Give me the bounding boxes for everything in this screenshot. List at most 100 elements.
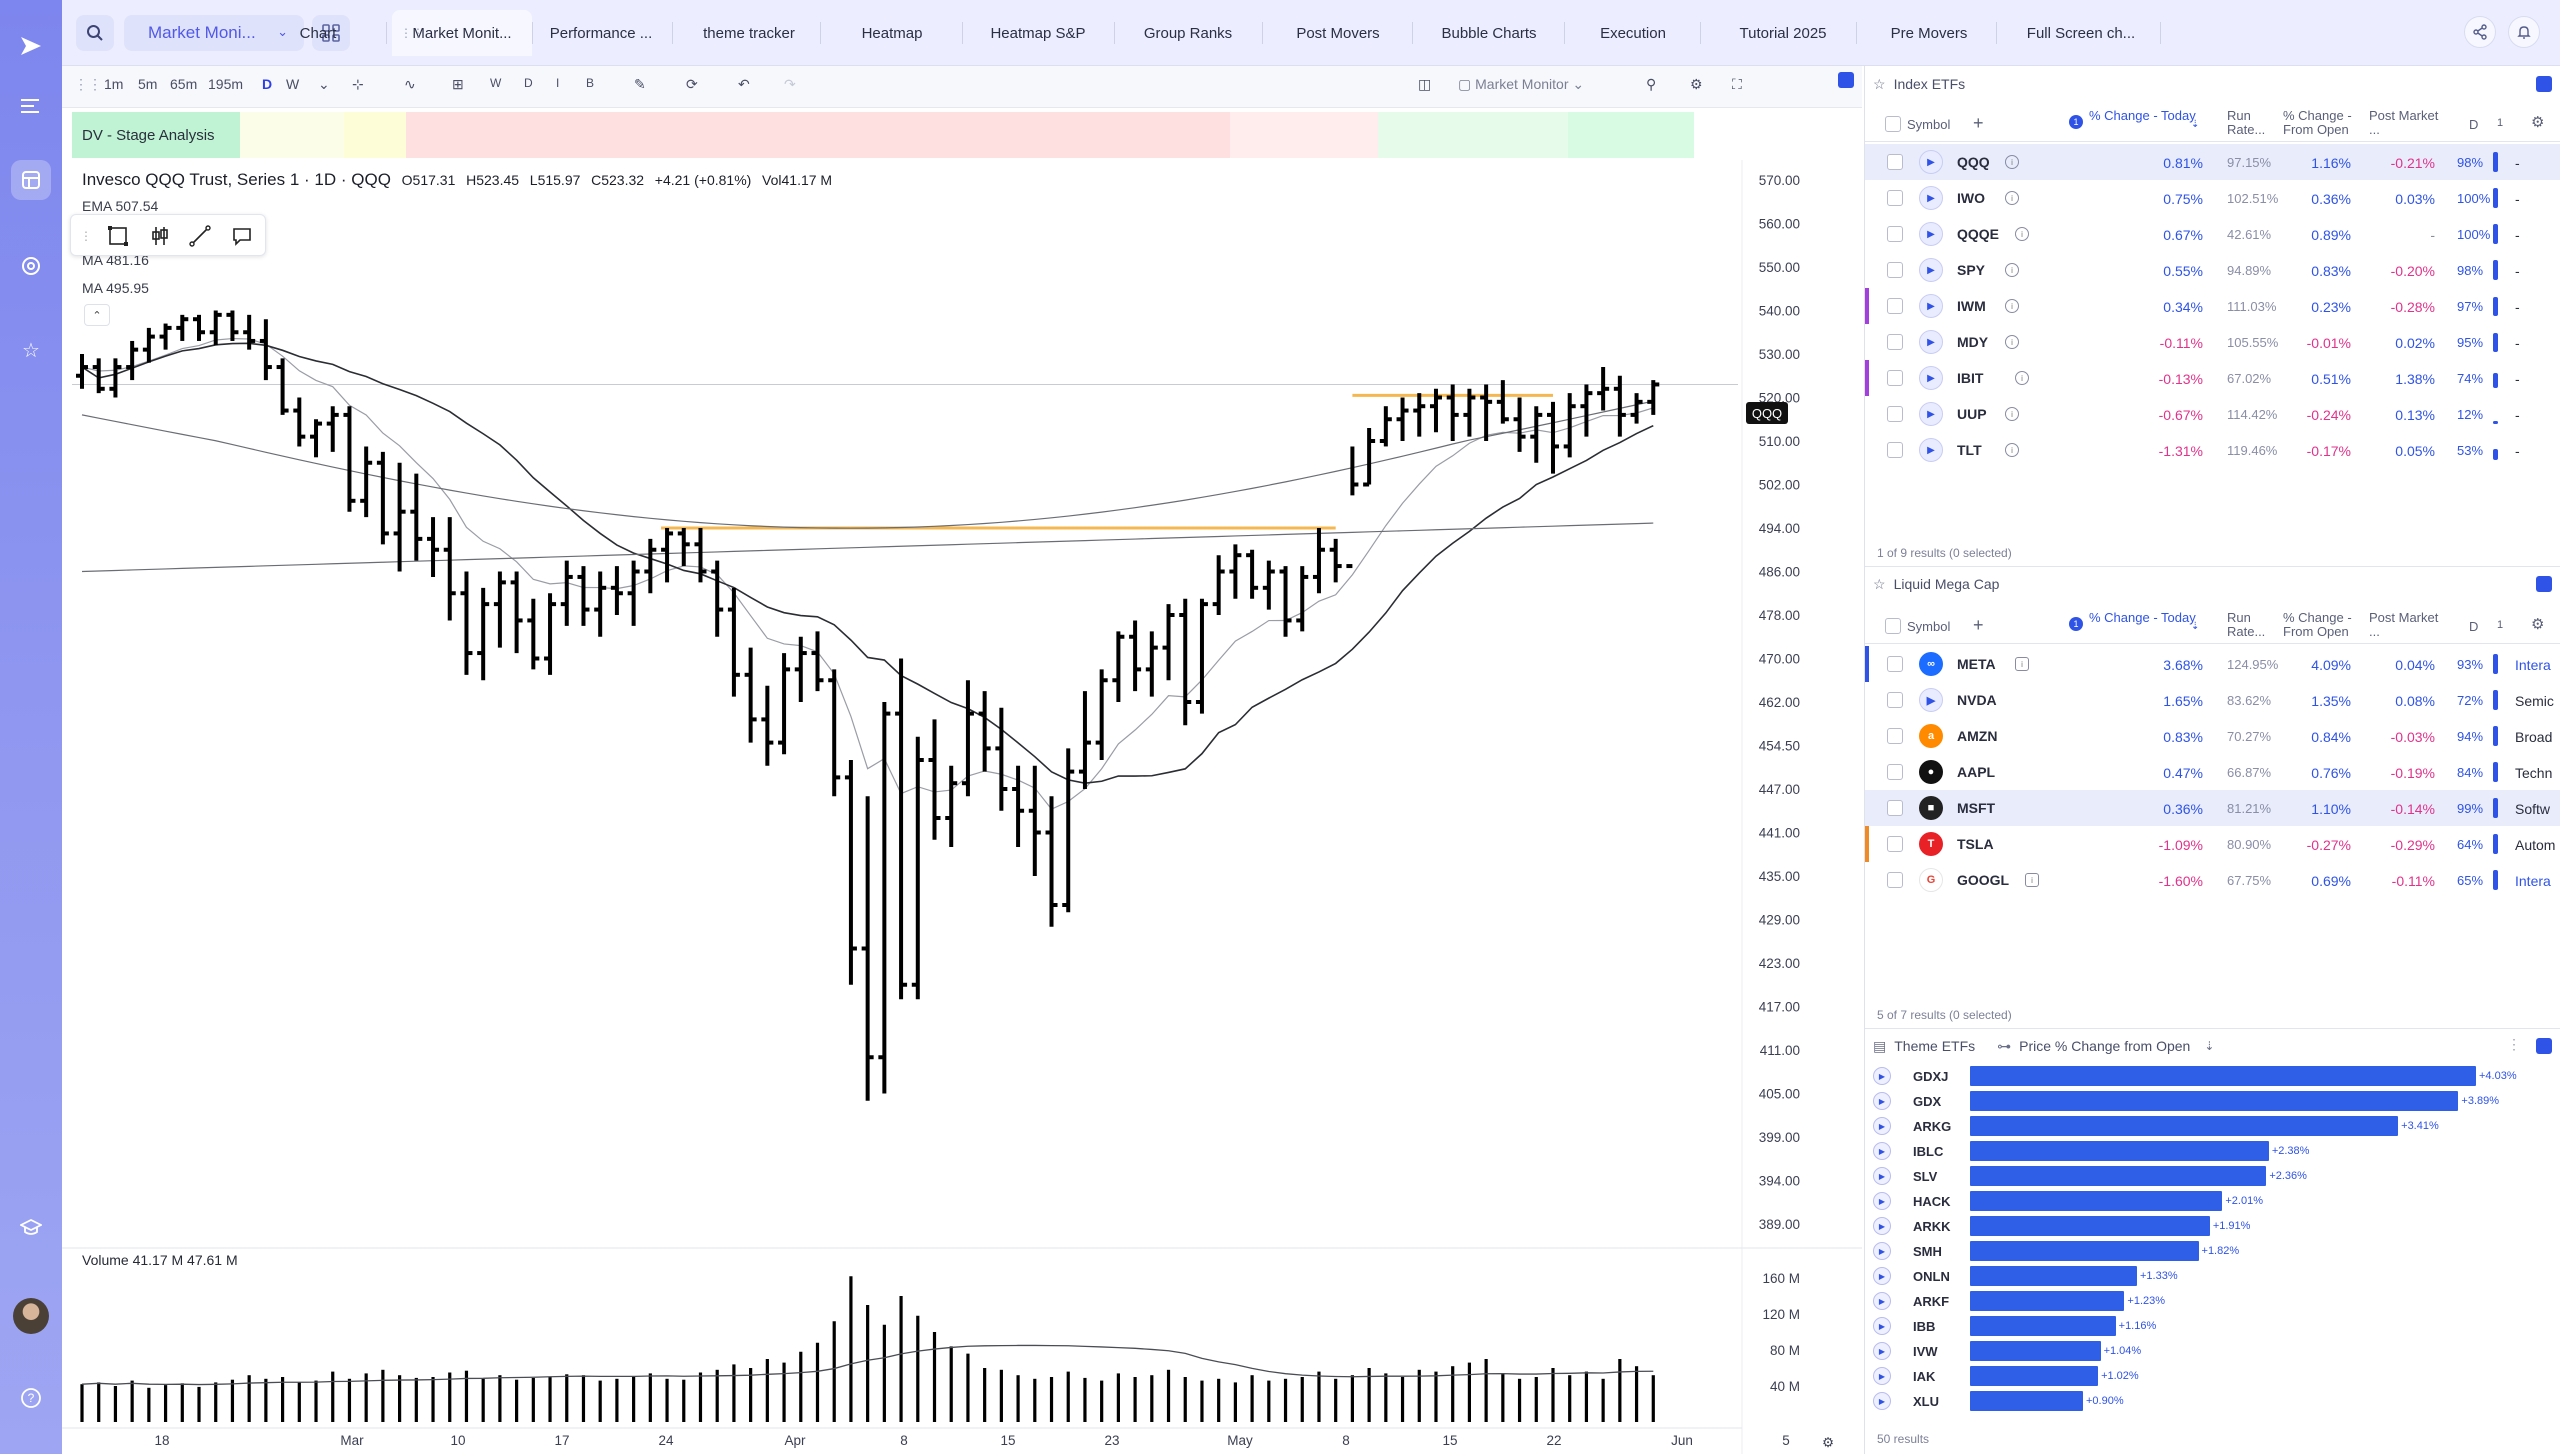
add-symbol-icon[interactable]: + — [1973, 615, 1984, 635]
alert-icon[interactable]: ⚲ — [1646, 76, 1657, 92]
tab-9[interactable]: Bubble Charts — [1414, 10, 1564, 56]
col-run-rate[interactable]: Run Rate... — [2227, 610, 2266, 639]
table-row[interactable]: ● AAPL 0.47% 66.87% 0.76% -0.19% 84% Techn — [1865, 754, 2560, 790]
row-checkbox[interactable] — [1887, 836, 1903, 852]
bell-icon[interactable] — [2508, 16, 2540, 48]
symbol[interactable]: MDY — [1957, 334, 1989, 350]
col-change-today[interactable]: % Change - Today — [2089, 610, 2196, 625]
theme-symbol[interactable]: SMH — [1913, 1244, 1942, 1259]
theme-symbol[interactable]: ARKK — [1913, 1219, 1951, 1234]
table-row[interactable]: ▶ QQQE i 0.67% 42.61% 0.89% - 100% - — [1865, 216, 2560, 252]
theme-symbol[interactable]: IVW — [1913, 1344, 1938, 1359]
scanner-icon[interactable] — [11, 246, 51, 286]
tab-4[interactable]: theme tracker — [678, 10, 820, 56]
row-checkbox[interactable] — [1887, 656, 1903, 672]
col-post-market[interactable]: Post Market ... — [2369, 610, 2439, 639]
rectangle-icon[interactable] — [105, 223, 131, 249]
sort-desc-icon[interactable]: ⇣ — [2191, 621, 2200, 632]
range-d[interactable]: D — [524, 76, 533, 90]
col-1[interactable]: 1 — [2497, 117, 2504, 129]
col-run-rate[interactable]: Run Rate... — [2227, 108, 2266, 137]
play-icon[interactable]: ▶ — [1919, 258, 1943, 282]
panel-color-icon[interactable] — [2536, 576, 2552, 592]
gear-icon[interactable]: ⚙ — [2531, 616, 2545, 633]
play-icon[interactable]: ▶ — [1919, 366, 1943, 390]
theme-row[interactable]: ▶ SMH +1.82% — [1865, 1239, 2560, 1264]
theme-symbol[interactable]: GDX — [1913, 1094, 1942, 1109]
play-icon[interactable]: ▶ — [1873, 1142, 1891, 1160]
redo-icon[interactable]: ↷ — [784, 76, 796, 92]
row-checkbox[interactable] — [1887, 190, 1903, 206]
play-icon[interactable]: ▶ — [1919, 186, 1943, 210]
play-icon[interactable]: ▶ — [1919, 438, 1943, 462]
sort-icon[interactable]: ⇣ — [2204, 1039, 2215, 1053]
symbol[interactable]: QQQ — [1957, 154, 1990, 170]
row-checkbox[interactable] — [1887, 262, 1903, 278]
play-icon[interactable]: ▶ — [1873, 1192, 1891, 1210]
symbol[interactable]: SPY — [1957, 262, 1986, 278]
select-all-checkbox[interactable] — [1885, 618, 1901, 634]
info-icon[interactable]: i — [2005, 191, 2019, 205]
theme-symbol[interactable]: IBB — [1913, 1319, 1936, 1334]
theme-row[interactable]: ▶ ONLN +1.33% — [1865, 1264, 2560, 1289]
fullscreen-icon[interactable]: ⛶ — [1732, 76, 1742, 92]
theme-row[interactable]: ▶ IAK +1.02% — [1865, 1364, 2560, 1389]
add-symbol-icon[interactable]: + — [1973, 113, 1984, 133]
info-icon[interactable]: i — [2005, 443, 2019, 457]
theme-symbol[interactable]: ONLN — [1913, 1269, 1950, 1284]
theme-symbol[interactable]: ARKF — [1913, 1294, 1950, 1309]
theme-symbol[interactable]: HACK — [1913, 1194, 1951, 1209]
table-row[interactable]: ▶ TLT i -1.31% 119.46% -0.17% 0.05% 53% - — [1865, 432, 2560, 468]
table-row[interactable]: ∞ META i 3.68% 124.95% 4.09% 0.04% 93% Intera — [1865, 646, 2560, 682]
table-row[interactable]: T TSLA -1.09% 80.90% -0.27% -0.29% 64% Autom — [1865, 826, 2560, 862]
theme-row[interactable]: ▶ ARKG +3.41% — [1865, 1114, 2560, 1139]
col-d[interactable]: D — [2469, 619, 2479, 634]
tab-13[interactable]: Full Screen ch... — [2002, 10, 2160, 56]
drag-handle-icon[interactable]: ⋮ — [80, 229, 92, 243]
panel-color-icon[interactable] — [1838, 72, 1854, 88]
star-icon[interactable]: ☆ — [1873, 575, 1886, 592]
interval-65m[interactable]: 65m — [170, 76, 198, 92]
play-icon[interactable]: ▶ — [1919, 150, 1943, 174]
fib-icon[interactable] — [147, 223, 173, 249]
layouts-icon[interactable] — [11, 160, 51, 200]
theme-row[interactable]: ▶ ARKF +1.23% — [1865, 1289, 2560, 1314]
play-icon[interactable]: ▶ — [1919, 222, 1943, 246]
theme-row[interactable]: ▶ IVW +1.04% — [1865, 1339, 2560, 1364]
chevron-down-icon[interactable]: ⌄ — [318, 76, 330, 92]
col-change-today[interactable]: % Change - Today — [2089, 108, 2196, 123]
range-b[interactable]: B — [586, 76, 595, 90]
play-icon[interactable]: ▶ — [1873, 1242, 1891, 1260]
templates-icon[interactable]: ⊞ — [452, 76, 464, 92]
symbol[interactable]: GOOGL — [1957, 872, 2010, 888]
symbol[interactable]: UUP — [1957, 406, 1987, 422]
col-change-open[interactable]: % Change - From Open — [2283, 108, 2352, 137]
indicator-icon[interactable]: ⊹ — [352, 76, 364, 92]
col-symbol[interactable]: Symbol — [1907, 619, 1951, 634]
panel-color-icon[interactable] — [2536, 76, 2552, 92]
theme-row[interactable]: ▶ HACK +2.01% — [1865, 1189, 2560, 1214]
drag-handle-icon[interactable]: ⋮⋮ — [400, 26, 424, 40]
play-icon[interactable]: ▶ — [1873, 1217, 1891, 1235]
info-icon[interactable]: i — [2015, 371, 2029, 385]
layout-panel-icon[interactable]: ◫ — [1418, 76, 1432, 92]
graduation-cap-icon[interactable] — [11, 1208, 51, 1248]
widgets-icon[interactable] — [312, 15, 350, 51]
drag-handle-icon[interactable]: ⋮⋮ — [74, 76, 102, 92]
gear-icon[interactable]: ⚙ — [1690, 76, 1703, 92]
tab-6[interactable]: Heatmap S&P — [962, 10, 1114, 56]
row-checkbox[interactable] — [1887, 298, 1903, 314]
star-icon[interactable]: ☆ — [1873, 75, 1886, 92]
row-checkbox[interactable] — [1887, 334, 1903, 350]
tab-11[interactable]: Tutorial 2025 — [1710, 10, 1856, 56]
play-icon[interactable]: ▶ — [1873, 1092, 1891, 1110]
pencil-icon[interactable]: ✎ — [634, 76, 646, 92]
play-icon[interactable]: ▶ — [1873, 1117, 1891, 1135]
logo-icon[interactable] — [11, 26, 51, 66]
avatar[interactable] — [13, 1298, 49, 1334]
menu-icon[interactable] — [11, 86, 51, 126]
theme-row[interactable]: ▶ IBLC +2.38% — [1865, 1139, 2560, 1164]
theme-symbol[interactable]: ARKG — [1913, 1119, 1952, 1134]
row-checkbox[interactable] — [1887, 764, 1903, 780]
sort-desc-icon[interactable]: ⇣ — [2191, 119, 2200, 130]
